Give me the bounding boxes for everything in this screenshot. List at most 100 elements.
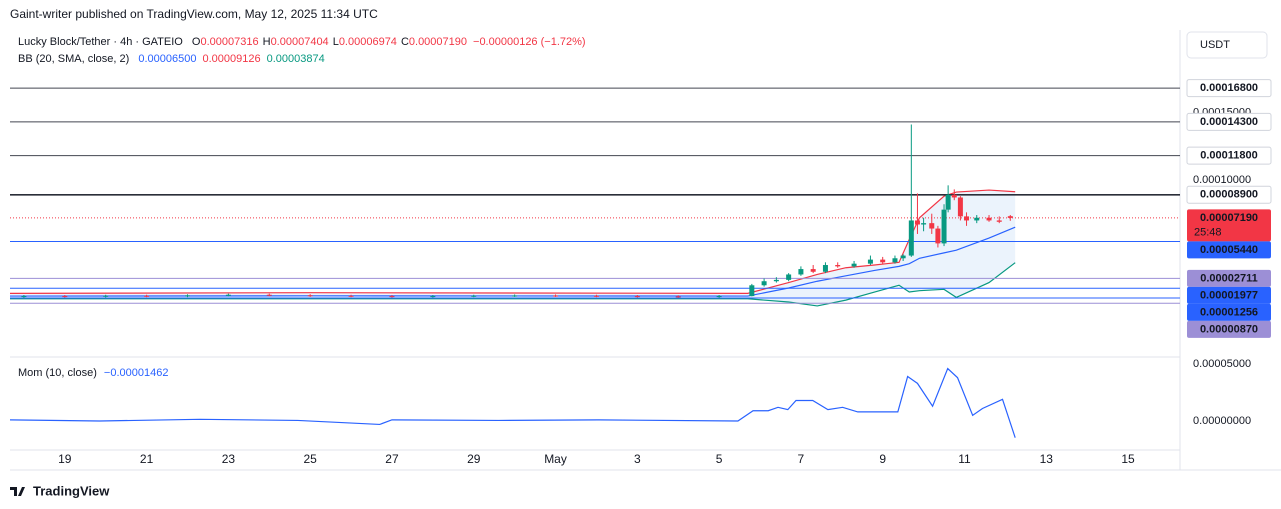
candle-body — [880, 259, 886, 263]
candle-body — [62, 296, 68, 298]
candle-body — [964, 216, 970, 221]
ohlc-value: 0.00007404 — [271, 36, 329, 48]
candle-body — [974, 217, 980, 221]
candle-body — [761, 281, 767, 286]
symbol-title: Lucky Block/Tether · 4h · GATEIO — [18, 36, 183, 48]
logo: TradingView — [10, 483, 110, 498]
x-tick-label: 5 — [716, 452, 723, 466]
bb-legend: BB (20, SMA, close, 2) 0.00006500 0.00009… — [18, 53, 325, 65]
candle-body — [634, 296, 640, 298]
candle-body — [914, 220, 920, 225]
y-tick-label: 0.00000000 — [1193, 415, 1251, 427]
candle-body — [225, 294, 231, 296]
currency[interactable]: USDT — [1200, 39, 1230, 51]
candle-body — [957, 197, 963, 217]
price-tag-label: 0.00001256 — [1200, 306, 1258, 318]
x-tick-label: 21 — [140, 452, 154, 466]
candle-body — [553, 295, 559, 297]
x-tick-label: 27 — [385, 452, 399, 466]
bb-value: 0.00009126 — [202, 53, 260, 65]
price-tag-label: 0.00000870 — [1200, 323, 1258, 335]
candle-body — [921, 223, 927, 225]
price-tag — [1187, 286, 1271, 304]
price-tag-label: 0.00014300 — [1200, 116, 1258, 128]
candle-body — [144, 295, 150, 297]
price-tag-label: 0.00008900 — [1200, 189, 1258, 201]
momentum-line — [9, 367, 1016, 438]
candle-body — [184, 295, 190, 297]
candle-body — [389, 296, 395, 298]
currency-button[interactable] — [1186, 31, 1268, 59]
x-tick-label: 25 — [303, 452, 317, 466]
change: −0.00000126 (−1.72%) — [473, 36, 586, 48]
price-tag — [1187, 320, 1271, 338]
ohlc-key: L — [333, 36, 339, 48]
candle-body — [593, 295, 599, 297]
candle-body — [716, 296, 722, 298]
countdown: 25:48 — [1194, 226, 1222, 238]
candle-body — [851, 263, 857, 267]
price-tag — [1186, 146, 1272, 165]
price-tag-label: 0.00001977 — [1200, 289, 1258, 301]
candle-body — [773, 279, 779, 282]
candle-body — [266, 294, 272, 296]
x-tick-label: 19 — [58, 452, 72, 466]
candle-body — [941, 209, 947, 244]
ohlc-key: O — [192, 36, 201, 48]
price-tag — [1186, 79, 1272, 98]
candle-body — [21, 296, 27, 298]
candle-body — [512, 295, 518, 297]
mom-value: −0.00001462 — [104, 367, 169, 379]
ohlc-value: 0.00007190 — [409, 36, 467, 48]
candle-body — [945, 194, 951, 210]
candle-body — [430, 296, 436, 298]
candle-body — [996, 220, 1002, 222]
x-tick-label: 13 — [1040, 452, 1054, 466]
x-tick-label: 23 — [222, 452, 236, 466]
price-tag — [1186, 112, 1272, 131]
x-tick-label: 3 — [634, 452, 641, 466]
candle-body — [798, 269, 804, 275]
price-tag — [1186, 185, 1272, 204]
x-tick-label: 11 — [958, 452, 971, 466]
candle-body — [307, 295, 313, 297]
price-tag-label: 0.00007190 — [1200, 212, 1258, 224]
y-tick-label: 0.00005000 — [1193, 358, 1251, 370]
price-tag-label: 0.00011800 — [1200, 150, 1258, 162]
candle-body — [929, 223, 935, 229]
candle-body — [1007, 216, 1013, 218]
bb-value: 0.00006500 — [138, 53, 196, 65]
candle-body — [675, 296, 681, 298]
ohlc-value: 0.00006974 — [339, 36, 397, 48]
price-tag-label: 0.00016800 — [1200, 82, 1258, 94]
candle-body — [900, 255, 906, 259]
price-tag — [1187, 209, 1271, 242]
price-tag-label: 0.00005440 — [1200, 244, 1258, 256]
price-tag-label: 0.00002711 — [1200, 272, 1258, 284]
bb-fill — [10, 190, 1016, 306]
candle-body — [103, 295, 109, 297]
candle-body — [471, 295, 477, 297]
candle-body — [835, 265, 841, 267]
price-tag — [1187, 303, 1271, 321]
x-tick-label: May — [544, 452, 567, 466]
mom-legend: Mom (10, close) −0.00001462 — [18, 367, 168, 379]
x-tick-label: 15 — [1121, 452, 1135, 466]
candle-body — [986, 217, 992, 221]
x-tick-label: 9 — [879, 452, 886, 466]
candle-body — [749, 285, 755, 297]
candle-body — [951, 194, 957, 198]
logo-text: TradingView — [33, 483, 110, 498]
byline: Gaint-writer published on TradingView.co… — [10, 7, 378, 21]
candle-body — [892, 258, 898, 263]
x-tick-label: 7 — [798, 452, 805, 466]
ohlc-key: H — [263, 36, 271, 48]
bb-line — [9, 226, 1016, 297]
candle-body — [908, 220, 914, 256]
candle-body — [867, 259, 873, 264]
logo-icon — [10, 487, 25, 496]
candle-body — [348, 295, 354, 297]
price-tag — [1187, 269, 1271, 287]
